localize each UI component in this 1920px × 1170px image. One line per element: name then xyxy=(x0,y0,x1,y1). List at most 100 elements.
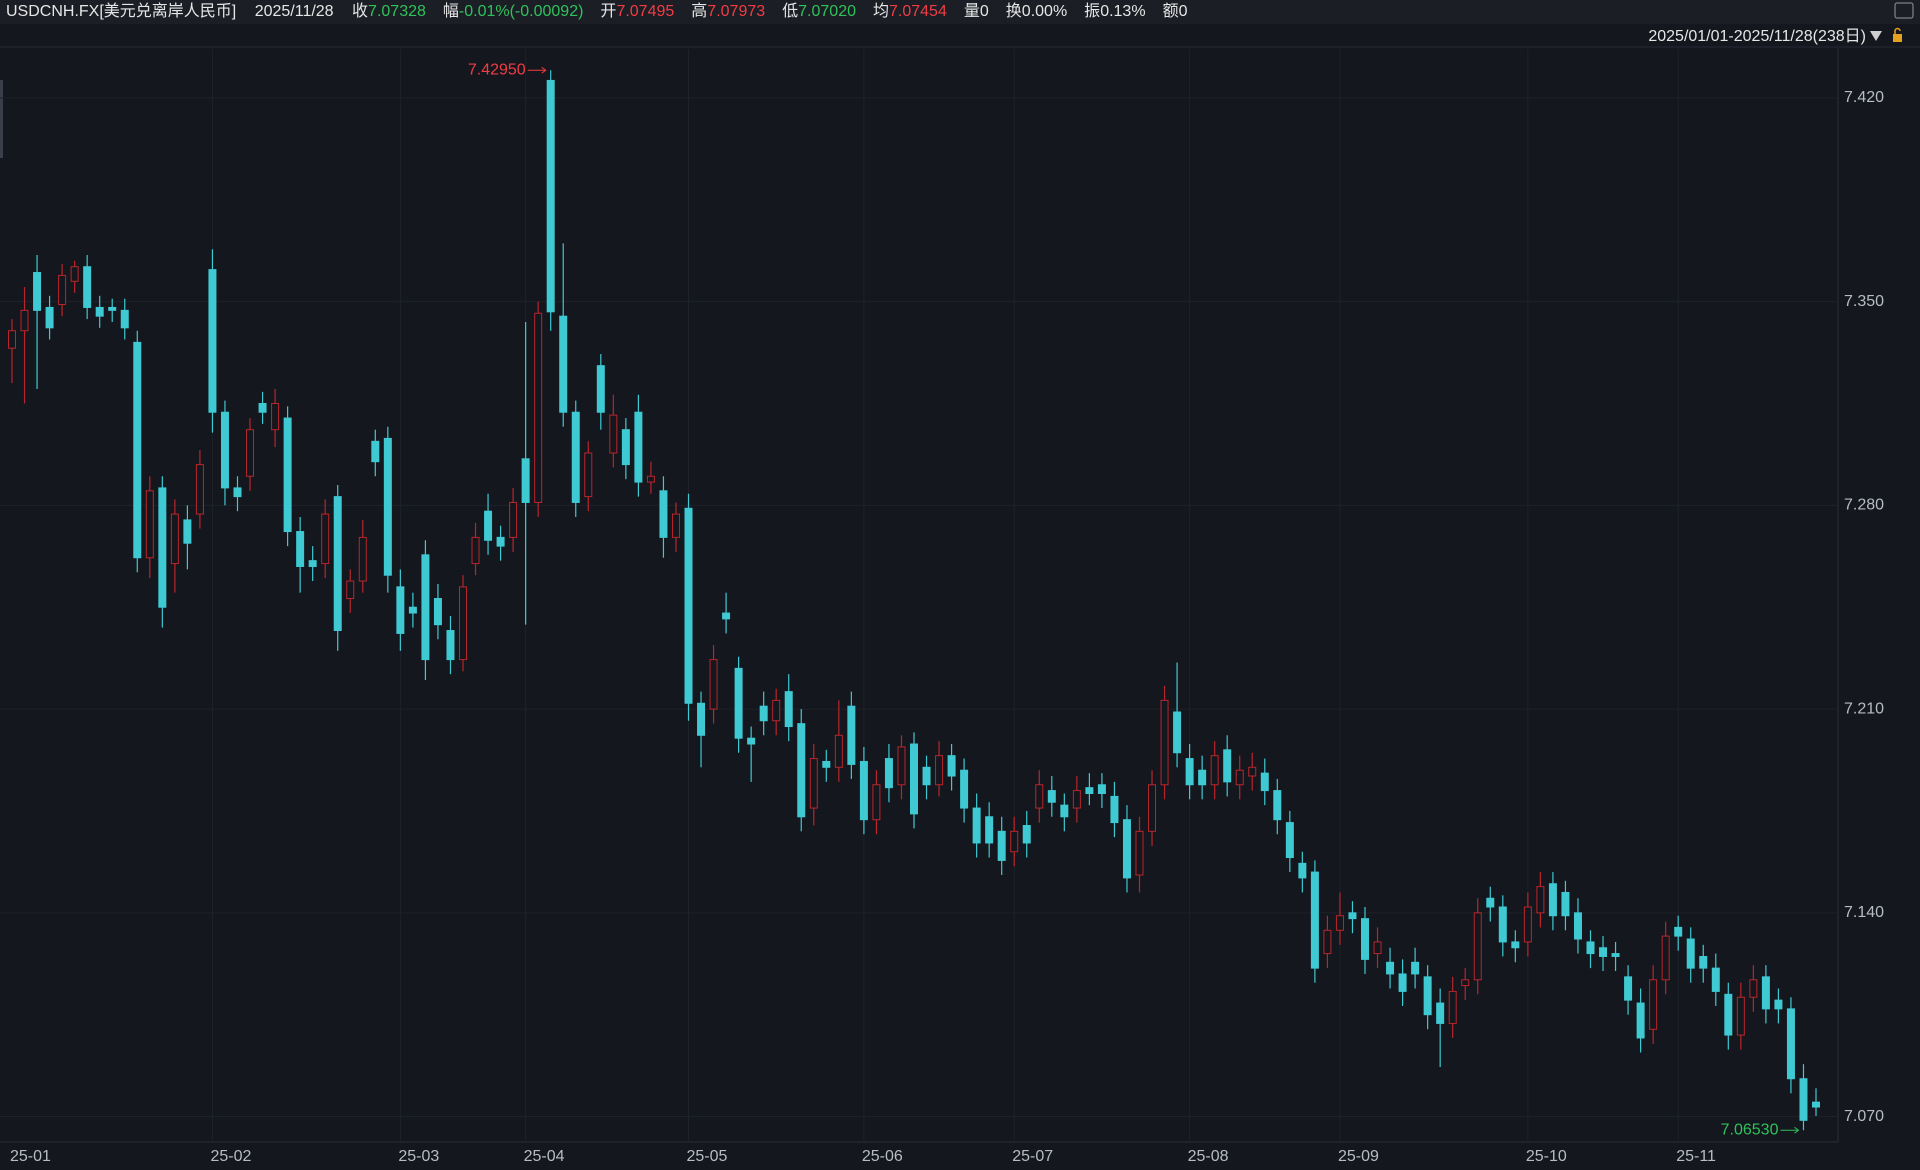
candle-body xyxy=(1786,1008,1795,1080)
candle-body xyxy=(308,560,317,567)
candle-body xyxy=(58,274,67,306)
lock-shackle xyxy=(1894,27,1901,34)
candle-body xyxy=(772,699,781,722)
field-value: 0 xyxy=(1178,3,1188,20)
candle-body xyxy=(1473,912,1482,981)
candle-body xyxy=(1373,941,1382,955)
candle-body xyxy=(20,309,29,332)
candle-body xyxy=(1448,990,1457,1024)
candle-body xyxy=(1699,955,1708,969)
candle-body xyxy=(396,586,405,634)
field-value: 7.07495 xyxy=(616,3,675,20)
field-value: 7.07973 xyxy=(707,3,766,20)
candle-body xyxy=(1097,784,1106,794)
candle-body xyxy=(1423,976,1432,1016)
candle-body xyxy=(1361,918,1369,960)
candle-body xyxy=(1611,953,1620,957)
candle-body xyxy=(446,630,455,661)
scroll-handle[interactable] xyxy=(0,80,3,158)
y-tick-label: 7.210 xyxy=(1844,700,1884,717)
candle-body xyxy=(1461,979,1470,987)
candle-body xyxy=(45,306,54,329)
candle-body xyxy=(1624,976,1633,1001)
candle-body xyxy=(734,667,743,739)
candle-body xyxy=(1298,862,1307,879)
candle-body xyxy=(246,429,255,477)
candle-body xyxy=(584,452,593,498)
marker-arrowhead xyxy=(541,66,547,74)
candle-body xyxy=(697,702,706,736)
quote-field: 换0.00% xyxy=(1006,3,1070,20)
candle-body xyxy=(1260,772,1269,792)
candle-body xyxy=(1749,979,1758,998)
candle-body xyxy=(1586,941,1595,955)
y-tick-label: 7.070 xyxy=(1844,1108,1884,1125)
candle-body xyxy=(346,580,355,599)
candle-body xyxy=(1060,804,1069,818)
candle-body xyxy=(1348,912,1357,920)
candle-body xyxy=(233,487,242,498)
x-tick-label: 25-01 xyxy=(10,1148,51,1165)
field-value: 0.00% xyxy=(1021,3,1068,20)
candle-body xyxy=(95,306,104,317)
candle-body xyxy=(747,737,756,745)
candle-body xyxy=(1285,822,1294,859)
candle-body xyxy=(8,330,16,349)
x-tick-label: 25-06 xyxy=(862,1148,903,1165)
candle-body xyxy=(797,723,806,818)
candle-body xyxy=(83,266,92,308)
candle-body xyxy=(120,309,129,329)
range-dropdown[interactable] xyxy=(1870,31,1882,41)
field-label: 额 xyxy=(1162,3,1179,20)
candle-body xyxy=(1411,961,1420,975)
candle-body xyxy=(722,612,731,620)
candle-body xyxy=(33,272,42,311)
y-tick-label: 7.350 xyxy=(1844,293,1884,310)
quote-header: USDCNH.FX[美元兑离岸人民币] 2025/11/28 收7.07328 幅… xyxy=(0,0,1920,24)
field-label: 开 xyxy=(600,3,617,20)
quote-field: 收7.07328 xyxy=(352,3,429,20)
toolbar-icon[interactable] xyxy=(1894,2,1914,19)
candle-body xyxy=(408,606,417,614)
candle-body xyxy=(571,411,580,503)
candle-body xyxy=(947,755,956,777)
field-value: 7.07328 xyxy=(368,3,426,20)
range-label[interactable]: 2025/01/01-2025/11/28(238日) xyxy=(1648,28,1866,45)
candle-body xyxy=(985,816,994,844)
candle-body xyxy=(1573,912,1582,940)
candle-body xyxy=(1386,961,1395,975)
candle-body xyxy=(1724,993,1733,1036)
candle-body xyxy=(910,743,918,815)
candle-body xyxy=(1047,790,1056,803)
candle-body xyxy=(496,536,505,547)
candle-body xyxy=(1022,825,1031,844)
candle-body xyxy=(834,734,843,768)
candle-body xyxy=(321,513,330,565)
candle-body xyxy=(1010,830,1019,853)
candle-body xyxy=(1035,784,1044,809)
quote-field: 高7.07973 xyxy=(691,3,768,20)
candle-body xyxy=(997,830,1006,861)
candle-body xyxy=(484,510,493,541)
candle-body xyxy=(646,475,655,483)
field-value: 0 xyxy=(979,3,989,20)
candle-body xyxy=(609,414,618,454)
field-label: 均 xyxy=(873,3,890,20)
candle-body xyxy=(1223,749,1232,783)
quote-field: 量0 xyxy=(964,3,992,20)
lock-icon[interactable] xyxy=(1893,34,1902,42)
candle-body xyxy=(208,269,217,413)
candle-body xyxy=(333,496,342,632)
candle-body xyxy=(1110,795,1119,824)
candle-body xyxy=(1799,1078,1808,1121)
candle-body xyxy=(1711,967,1720,992)
field-label: 高 xyxy=(691,3,708,20)
candle-body xyxy=(1661,935,1670,981)
candle-body xyxy=(809,758,818,809)
candle-body xyxy=(1536,886,1545,914)
candle-body xyxy=(1674,926,1683,937)
candle-body xyxy=(1072,790,1081,809)
candle-body xyxy=(133,341,142,559)
